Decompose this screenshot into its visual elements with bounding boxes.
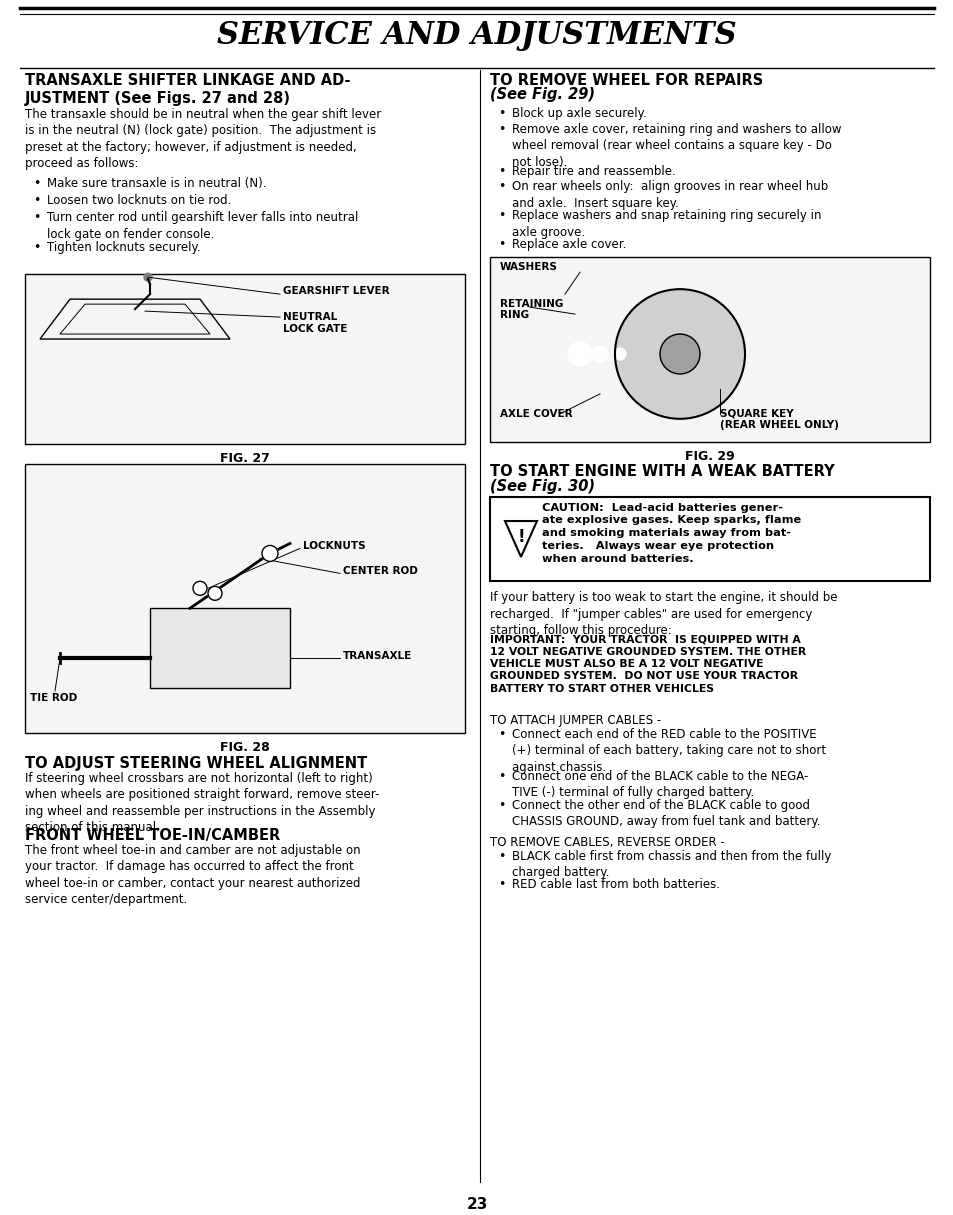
Circle shape bbox=[262, 546, 277, 561]
Circle shape bbox=[615, 289, 744, 419]
Text: Block up axle securely.: Block up axle securely. bbox=[512, 107, 646, 120]
Circle shape bbox=[567, 343, 592, 366]
Text: •: • bbox=[497, 238, 505, 252]
Text: •: • bbox=[497, 209, 505, 222]
Text: Make sure transaxle is in neutral (N).: Make sure transaxle is in neutral (N). bbox=[47, 177, 266, 191]
Text: (See Fig. 30): (See Fig. 30) bbox=[490, 479, 595, 493]
Text: TIE ROD: TIE ROD bbox=[30, 693, 77, 703]
Bar bbox=[25, 275, 464, 443]
Text: Connect one end of the BLACK cable to the NEGA-
TIVE (-) terminal of fully charg: Connect one end of the BLACK cable to th… bbox=[512, 770, 807, 799]
Text: The front wheel toe-in and camber are not adjustable on
your tractor.  If damage: The front wheel toe-in and camber are no… bbox=[25, 843, 360, 906]
Text: CAUTION:  Lead-acid batteries gener-
ate explosive gases. Keep sparks, flame
and: CAUTION: Lead-acid batteries gener- ate … bbox=[541, 503, 801, 564]
Text: •: • bbox=[33, 177, 40, 191]
Bar bbox=[490, 258, 929, 442]
Text: Turn center rod until gearshift lever falls into neutral
lock gate on fender con: Turn center rod until gearshift lever fa… bbox=[47, 211, 358, 241]
Text: 23: 23 bbox=[466, 1197, 487, 1211]
Circle shape bbox=[144, 273, 152, 281]
Text: AXLE COVER: AXLE COVER bbox=[499, 408, 572, 419]
Text: •: • bbox=[33, 211, 40, 225]
Text: (REAR WHEEL ONLY): (REAR WHEEL ONLY) bbox=[720, 420, 838, 430]
Text: SERVICE AND ADJUSTMENTS: SERVICE AND ADJUSTMENTS bbox=[217, 19, 736, 51]
Text: TO START ENGINE WITH A WEAK BATTERY: TO START ENGINE WITH A WEAK BATTERY bbox=[490, 464, 834, 479]
Text: TO ADJUST STEERING WHEEL ALIGNMENT: TO ADJUST STEERING WHEEL ALIGNMENT bbox=[25, 756, 367, 770]
Text: RETAINING: RETAINING bbox=[499, 299, 563, 309]
Text: SQUARE KEY: SQUARE KEY bbox=[720, 408, 793, 419]
Text: FIG. 27: FIG. 27 bbox=[220, 452, 270, 464]
Text: RED cable last from both batteries.: RED cable last from both batteries. bbox=[512, 878, 720, 892]
Text: IMPORTANT:  YOUR TRACTOR  IS EQUIPPED WITH A
12 VOLT NEGATIVE GROUNDED SYSTEM. T: IMPORTANT: YOUR TRACTOR IS EQUIPPED WITH… bbox=[490, 634, 805, 694]
Text: NEUTRAL: NEUTRAL bbox=[283, 312, 337, 322]
Text: •: • bbox=[33, 242, 40, 254]
Text: If steering wheel crossbars are not horizontal (left to right)
when wheels are p: If steering wheel crossbars are not hori… bbox=[25, 772, 379, 835]
Circle shape bbox=[592, 346, 607, 362]
Text: Connect each end of the RED cable to the POSITIVE
(+) terminal of each battery, : Connect each end of the RED cable to the… bbox=[512, 728, 825, 774]
Text: •: • bbox=[497, 181, 505, 193]
Text: TRANSAXLE: TRANSAXLE bbox=[343, 651, 412, 661]
Text: •: • bbox=[497, 728, 505, 741]
Text: (See Fig. 29): (See Fig. 29) bbox=[490, 86, 595, 102]
Text: •: • bbox=[497, 878, 505, 892]
Text: Remove axle cover, retaining ring and washers to allow
wheel removal (rear wheel: Remove axle cover, retaining ring and wa… bbox=[512, 123, 841, 169]
Circle shape bbox=[193, 581, 207, 595]
Bar bbox=[490, 497, 929, 581]
Text: •: • bbox=[497, 123, 505, 136]
Text: If your battery is too weak to start the engine, it should be
recharged.  If "ju: If your battery is too weak to start the… bbox=[490, 592, 837, 638]
Text: •: • bbox=[497, 849, 505, 863]
Text: •: • bbox=[497, 798, 505, 812]
Text: FIG. 29: FIG. 29 bbox=[684, 450, 734, 463]
Text: TO ATTACH JUMPER CABLES -: TO ATTACH JUMPER CABLES - bbox=[490, 714, 660, 727]
Circle shape bbox=[659, 334, 700, 374]
Bar bbox=[25, 464, 464, 733]
Text: Connect the other end of the BLACK cable to good
CHASSIS GROUND, away from fuel : Connect the other end of the BLACK cable… bbox=[512, 798, 820, 829]
Text: Loosen two locknuts on tie rod.: Loosen two locknuts on tie rod. bbox=[47, 194, 232, 208]
Text: •: • bbox=[497, 164, 505, 177]
Text: •: • bbox=[497, 770, 505, 782]
Text: The transaxle should be in neutral when the gear shift lever
is in the neutral (: The transaxle should be in neutral when … bbox=[25, 108, 381, 170]
Text: FIG. 28: FIG. 28 bbox=[220, 741, 270, 753]
Text: LOCKNUTS: LOCKNUTS bbox=[303, 542, 365, 552]
Text: WASHERS: WASHERS bbox=[499, 262, 558, 272]
Text: TO REMOVE WHEEL FOR REPAIRS: TO REMOVE WHEEL FOR REPAIRS bbox=[490, 73, 762, 87]
Text: RING: RING bbox=[499, 310, 529, 320]
Text: CENTER ROD: CENTER ROD bbox=[343, 566, 417, 576]
Text: LOCK GATE: LOCK GATE bbox=[283, 324, 347, 334]
Text: TO REMOVE CABLES, REVERSE ORDER -: TO REMOVE CABLES, REVERSE ORDER - bbox=[490, 836, 724, 848]
Circle shape bbox=[208, 587, 222, 600]
Text: Replace washers and snap retaining ring securely in
axle groove.: Replace washers and snap retaining ring … bbox=[512, 209, 821, 239]
Text: Replace axle cover.: Replace axle cover. bbox=[512, 238, 626, 252]
Bar bbox=[150, 609, 290, 688]
Text: Repair tire and reassemble.: Repair tire and reassemble. bbox=[512, 164, 675, 177]
Text: On rear wheels only:  align grooves in rear wheel hub
and axle.  Insert square k: On rear wheels only: align grooves in re… bbox=[512, 181, 827, 210]
Circle shape bbox=[614, 347, 625, 360]
Text: !: ! bbox=[517, 529, 524, 546]
Text: •: • bbox=[497, 107, 505, 120]
Text: •: • bbox=[33, 194, 40, 208]
Text: BLACK cable first from chassis and then from the fully
charged battery.: BLACK cable first from chassis and then … bbox=[512, 849, 830, 880]
Text: Tighten locknuts securely.: Tighten locknuts securely. bbox=[47, 242, 200, 254]
Text: FRONT WHEEL TOE-IN/CAMBER: FRONT WHEEL TOE-IN/CAMBER bbox=[25, 827, 280, 843]
Text: TRANSAXLE SHIFTER LINKAGE AND AD-
JUSTMENT (See Figs. 27 and 28): TRANSAXLE SHIFTER LINKAGE AND AD- JUSTME… bbox=[25, 73, 350, 107]
Text: GEARSHIFT LEVER: GEARSHIFT LEVER bbox=[283, 287, 389, 296]
